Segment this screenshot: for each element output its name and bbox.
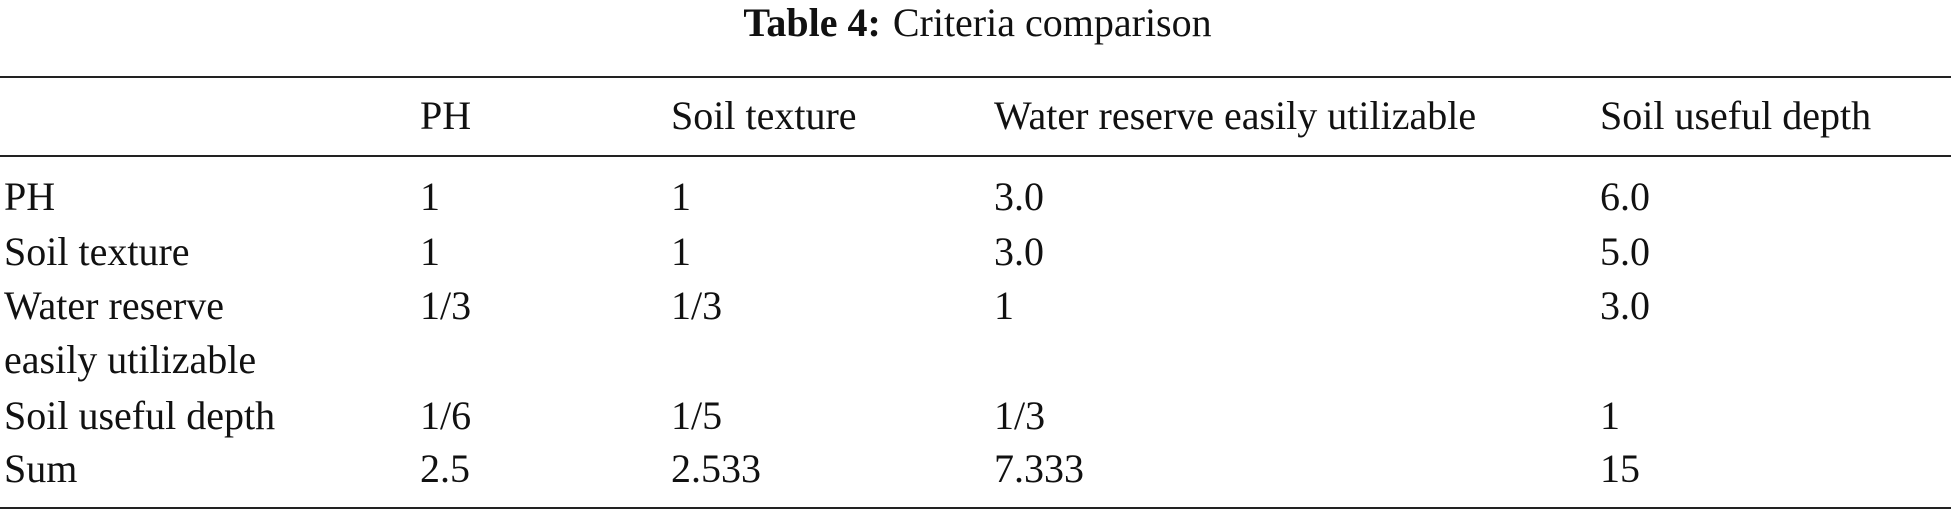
caption-text: Criteria comparison bbox=[892, 0, 1212, 45]
cell: 5.0 bbox=[1600, 229, 1650, 274]
header-cell: Soil useful depth bbox=[1600, 93, 1872, 138]
cell: 1 bbox=[994, 283, 1014, 328]
cell: 3.0 bbox=[994, 229, 1044, 274]
header-cell: Water reserve easily utilizable bbox=[994, 93, 1477, 138]
cell: 1 bbox=[420, 174, 440, 219]
cell: 1/3 bbox=[671, 283, 723, 328]
cell: 3.0 bbox=[1600, 283, 1650, 328]
cell: 1/3 bbox=[994, 393, 1046, 438]
row-label: Soil useful depth bbox=[4, 393, 276, 438]
cell: 6.0 bbox=[1600, 174, 1650, 219]
cell: 1 bbox=[671, 229, 691, 274]
cell: 1/3 bbox=[420, 283, 472, 328]
bottom-rule bbox=[0, 507, 1951, 509]
cell: 1/6 bbox=[420, 393, 472, 438]
cell: 3.0 bbox=[994, 174, 1044, 219]
cell: 2.5 bbox=[420, 446, 470, 491]
top-rule bbox=[0, 76, 1951, 78]
cell: 2.533 bbox=[671, 446, 761, 491]
cell: 15 bbox=[1600, 446, 1640, 491]
row-label: Sum bbox=[4, 446, 78, 491]
row-label: PH bbox=[4, 174, 56, 219]
cell: 1 bbox=[671, 174, 691, 219]
header-cell: Soil texture bbox=[671, 93, 857, 138]
row-label: Soil texture bbox=[4, 229, 190, 274]
cell: 1/5 bbox=[671, 393, 723, 438]
cell: 1 bbox=[420, 229, 440, 274]
caption-label: Table 4: bbox=[743, 0, 881, 45]
row-label: Water reserve easily utilizable bbox=[4, 283, 257, 382]
header-cell: PH bbox=[420, 93, 472, 138]
mid-rule bbox=[0, 155, 1951, 157]
cell: 1 bbox=[1600, 393, 1620, 438]
caption: Table 4: Criteria comparison bbox=[0, 0, 1955, 46]
cell: 7.333 bbox=[994, 446, 1084, 491]
